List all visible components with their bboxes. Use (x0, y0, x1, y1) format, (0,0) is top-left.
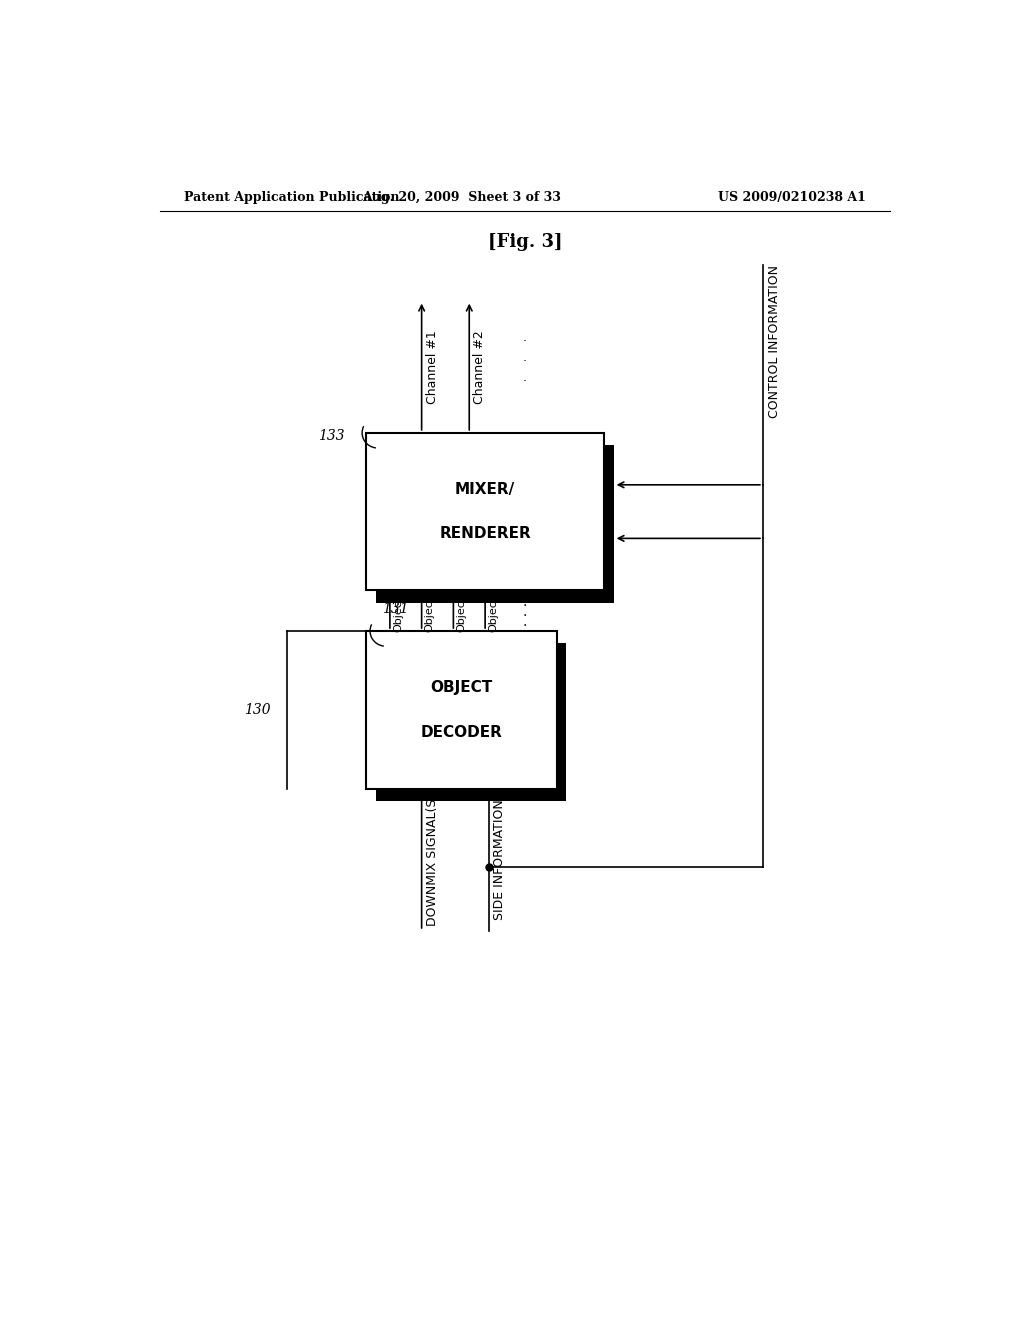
Text: SIDE INFORMATION: SIDE INFORMATION (494, 800, 506, 920)
Text: ·: · (523, 355, 526, 368)
Text: OBJECT: OBJECT (430, 680, 493, 694)
Bar (376, 643, 566, 801)
Text: Object4: Object4 (488, 589, 499, 632)
Text: MIXER/: MIXER/ (455, 482, 515, 496)
Text: 133: 133 (318, 429, 345, 444)
Text: ·: · (522, 619, 527, 634)
Bar (367, 631, 557, 788)
Text: [Fig. 3]: [Fig. 3] (487, 232, 562, 251)
Text: Aug. 20, 2009  Sheet 3 of 33: Aug. 20, 2009 Sheet 3 of 33 (361, 190, 561, 203)
Text: Object3: Object3 (457, 589, 467, 632)
Text: DOWNMIX SIGNAL(S): DOWNMIX SIGNAL(S) (426, 793, 438, 925)
Bar (367, 433, 604, 590)
Text: 131: 131 (382, 602, 409, 615)
Text: CONTROL INFORMATION: CONTROL INFORMATION (768, 265, 781, 418)
Bar (376, 445, 613, 602)
Text: US 2009/0210238 A1: US 2009/0210238 A1 (718, 190, 866, 203)
Text: Patent Application Publication: Patent Application Publication (183, 190, 399, 203)
Text: Object2: Object2 (425, 589, 435, 632)
Text: Channel #1: Channel #1 (426, 330, 438, 404)
Text: 130: 130 (244, 702, 270, 717)
Text: Object1: Object1 (393, 589, 403, 632)
Text: ·: · (522, 609, 527, 623)
Text: ·: · (522, 598, 527, 612)
Text: Channel #2: Channel #2 (473, 330, 486, 404)
Text: RENDERER: RENDERER (439, 527, 531, 541)
Text: DECODER: DECODER (421, 725, 502, 739)
Text: ·: · (523, 335, 526, 348)
Text: ·: · (523, 375, 526, 388)
